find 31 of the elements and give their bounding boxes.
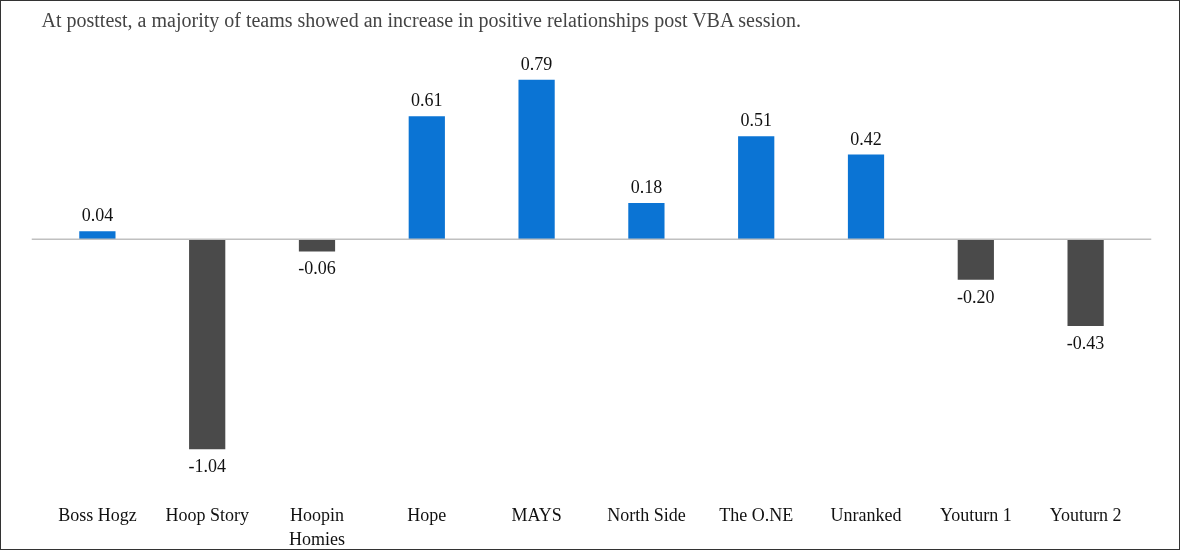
- data-label: 0.04: [81, 205, 114, 226]
- x-tick-label: Youturn 1: [939, 504, 1012, 525]
- data-label: -0.06: [298, 258, 336, 279]
- x-tick-label: The O.NE: [719, 504, 794, 525]
- bar: [957, 239, 994, 280]
- data-label: 0.61: [411, 90, 443, 111]
- bar: [628, 202, 665, 240]
- bar: [738, 136, 775, 240]
- data-label: 0.42: [850, 128, 882, 149]
- x-tick-label: Boss Hogz: [58, 504, 137, 525]
- bar: [189, 239, 226, 450]
- x-tick-label: Youturn 2: [1049, 504, 1122, 525]
- x-tick-label: Unranked: [830, 504, 902, 525]
- x-tick-label: Hoopin Homies: [288, 504, 345, 549]
- data-label: -0.20: [957, 286, 995, 307]
- data-label: 0.51: [740, 110, 772, 131]
- data-label: 0.18: [630, 176, 663, 197]
- data-label: -1.04: [188, 456, 226, 477]
- bar: [79, 231, 116, 240]
- data-label: 0.79: [520, 53, 553, 74]
- bar: [408, 116, 445, 240]
- data-label: -0.43: [1066, 333, 1105, 354]
- bar: [298, 239, 336, 252]
- chart-title: At posttest, a majority of teams showed an increase in positive relationships post VBA session.: [41, 8, 802, 32]
- bar: [518, 79, 555, 240]
- x-tick-label: Hope: [407, 504, 447, 525]
- x-tick-label: Hoop Story: [165, 504, 249, 525]
- bar: [1067, 239, 1104, 327]
- x-tick-label: North Side: [607, 504, 686, 525]
- x-tick-label: MAYS: [511, 504, 562, 525]
- bar: [847, 154, 885, 240]
